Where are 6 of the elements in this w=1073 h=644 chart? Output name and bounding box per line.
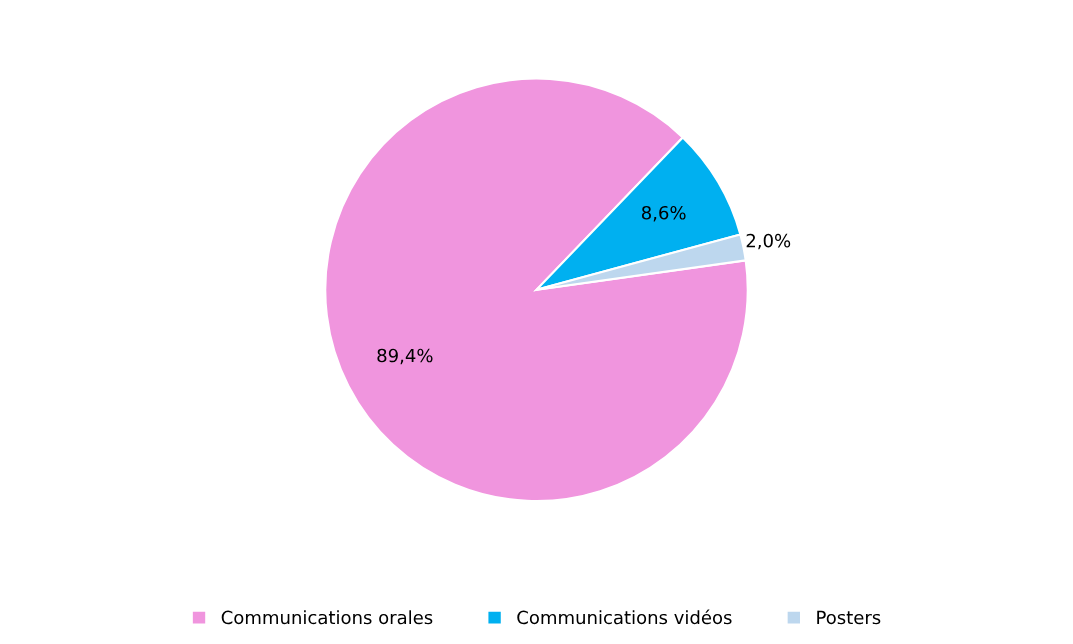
data-label: 2,0% [746,233,791,250]
data-label: 8,6% [641,205,686,222]
data-label: 89,4% [377,348,433,365]
legend-label: Communications vidéos [517,609,732,625]
legend-label: Posters [817,610,881,625]
legend-label: Communications orales [221,610,433,625]
